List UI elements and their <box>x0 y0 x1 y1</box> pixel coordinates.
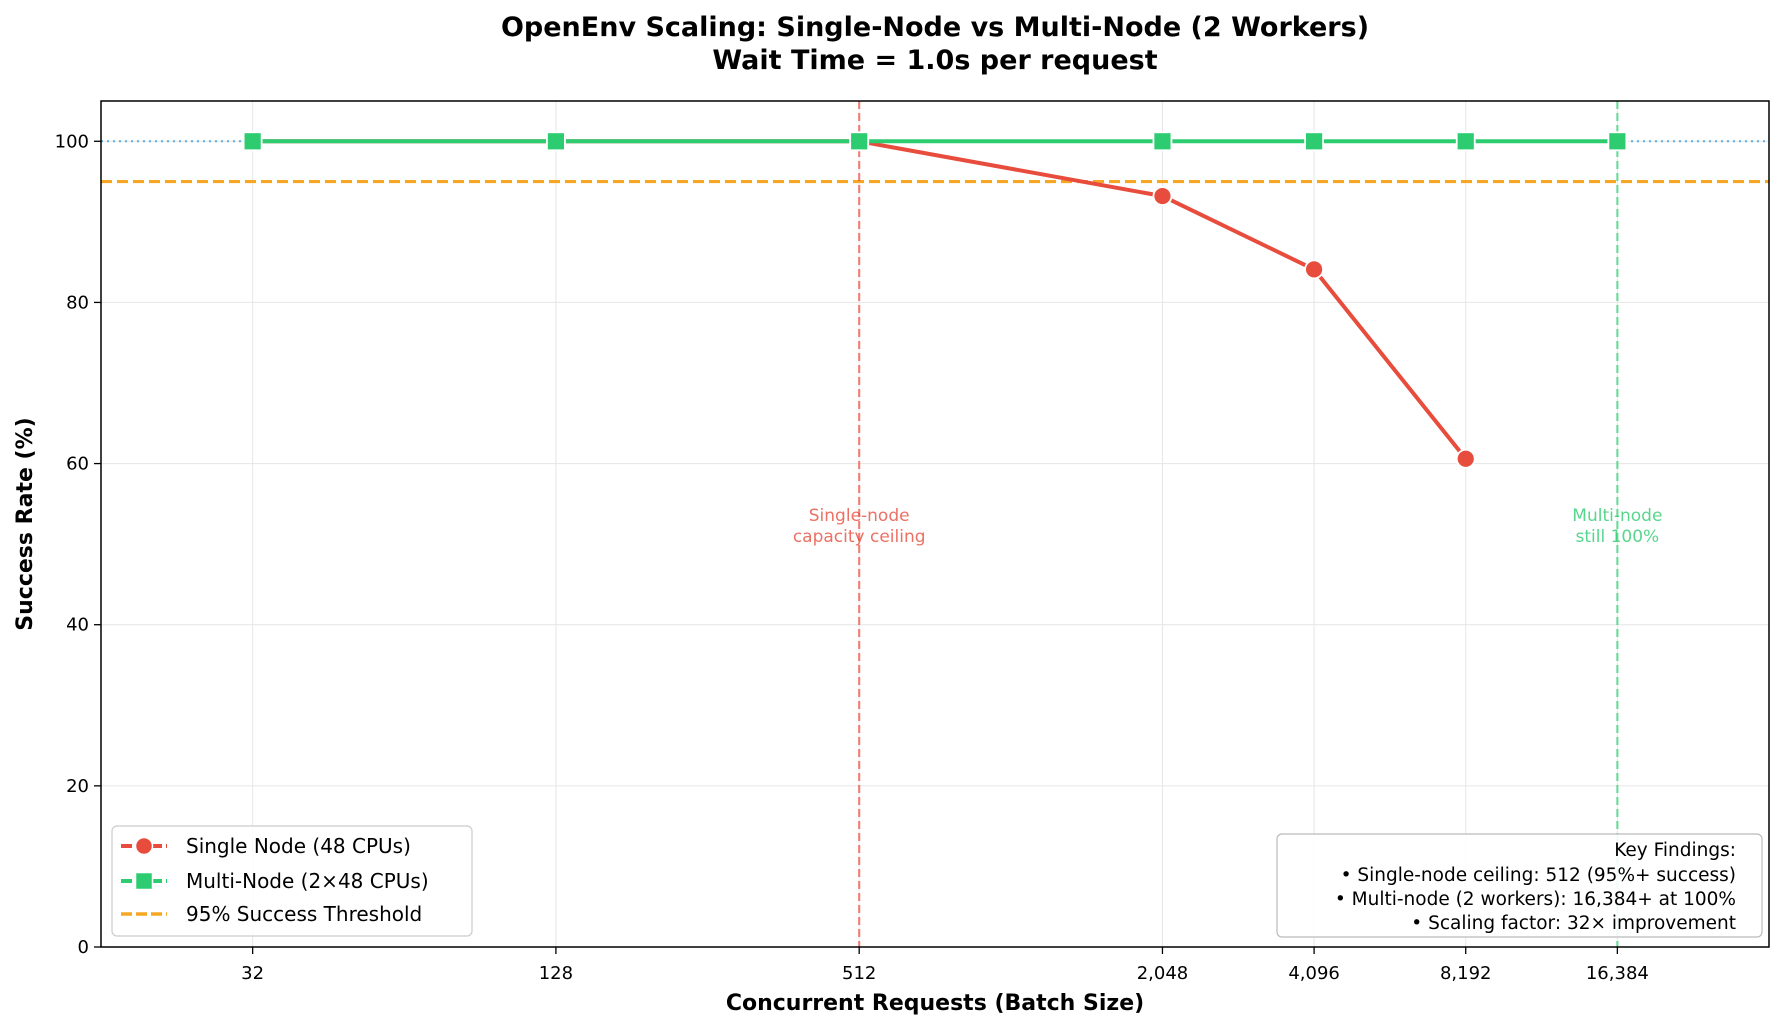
annotation-single-node-ceiling: capacity ceiling <box>793 527 926 547</box>
key-finding-2: • Multi-node (2 workers): 16,384+ at 100… <box>1335 889 1736 910</box>
data-point-multi-node <box>1455 131 1476 152</box>
y-tick-label: 0 <box>78 937 89 958</box>
axis-ticks: 32 128 512 2,048 4,096 8,192 16,384 0 20 40 60 80 10… <box>55 131 1649 984</box>
key-finding-1: • Single-node ceiling: 512 (95%+ success… <box>1341 865 1736 886</box>
data-point-single-node <box>1152 186 1173 206</box>
x-tick-label: 4,096 <box>1288 963 1340 984</box>
data-point-multi-node <box>546 131 566 152</box>
x-tick-label: 32 <box>241 963 264 984</box>
legend-label-multi-node: Multi-Node (2×48 CPUs) <box>186 869 429 893</box>
chart-subtitle: Wait Time = 1.0s per request <box>712 45 1157 76</box>
annotation-multi-node: still 100% <box>1576 527 1660 547</box>
key-findings-heading: Key Findings: <box>1614 840 1736 861</box>
data-point-multi-node <box>1607 131 1628 152</box>
y-tick-label: 100 <box>55 131 89 152</box>
x-tick-label: 2,048 <box>1137 963 1189 984</box>
data-point-single-node <box>1455 448 1476 469</box>
key-findings-box: Key Findings: • Single-node ceiling: 512… <box>1276 833 1763 938</box>
y-tick-label: 80 <box>66 292 89 313</box>
data-point-multi-node <box>1152 131 1173 152</box>
legend-label-single-node: Single Node (48 CPUs) <box>186 834 411 858</box>
legend-marker-multi-node <box>134 871 154 891</box>
data-point-single-node <box>1304 259 1324 280</box>
legend-label-threshold: 95% Success Threshold <box>186 902 422 926</box>
data-point-multi-node <box>242 131 263 152</box>
y-tick-label: 60 <box>66 454 89 475</box>
key-finding-3: • Scaling factor: 32× improvement <box>1411 913 1736 934</box>
data-point-multi-node <box>849 131 870 152</box>
annotation-single-node-ceiling: Single-node <box>809 506 910 526</box>
x-tick-label: 16,384 <box>1586 963 1649 984</box>
legend-marker-single-node <box>134 836 154 856</box>
legend-box <box>111 825 473 937</box>
y-tick-label: 40 <box>66 615 89 636</box>
annotation-multi-node: Multi-node <box>1572 506 1662 526</box>
x-tick-label: 512 <box>842 963 876 984</box>
legend: Single Node (48 CPUs) Multi-Node (2×48 C… <box>111 825 473 937</box>
x-tick-label: 128 <box>539 963 573 984</box>
data-point-multi-node <box>1304 131 1324 152</box>
x-axis-label: Concurrent Requests (Batch Size) <box>726 991 1144 1016</box>
key-findings-frame <box>1276 833 1763 938</box>
x-tick-label: 8,192 <box>1440 963 1492 984</box>
y-tick-label: 20 <box>66 776 89 797</box>
y-axis-label: Success Rate (%) <box>13 417 38 630</box>
chart-title: OpenEnv Scaling: Single-Node vs Multi-No… <box>501 12 1369 43</box>
plot-frame <box>100 100 1770 948</box>
series-markers <box>242 131 1628 469</box>
